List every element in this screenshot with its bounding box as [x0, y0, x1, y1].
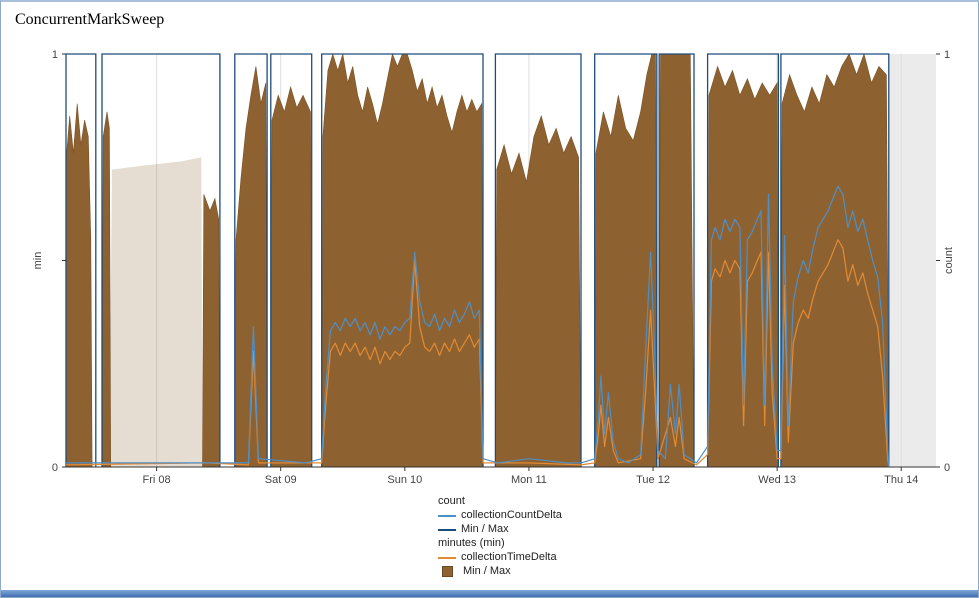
- svg-text:1: 1: [52, 49, 58, 61]
- collection-count-delta-line-icon: [438, 514, 456, 517]
- legend-item-collection-time-delta: collectionTimeDelta: [438, 551, 978, 564]
- legend-item-count-minmax: Min / Max: [438, 523, 978, 536]
- svg-text:Sun 10: Sun 10: [387, 474, 422, 486]
- legend: count collectionCountDelta Min / Max min…: [438, 495, 978, 578]
- svg-text:count: count: [943, 247, 955, 274]
- legend-group-minutes: minutes (min) collectionTimeDelta Min / …: [438, 537, 978, 578]
- count-minmax-line-icon: [438, 528, 456, 531]
- legend-item-label: Min / Max: [461, 523, 509, 535]
- svg-text:0: 0: [52, 462, 58, 474]
- chart-canvas[interactable]: Fri 08 Sat 09 Sun 10 Mon 11 Tue 12 Wed 13 Thu …: [1, 31, 979, 489]
- collection-time-delta-line-icon: [438, 556, 456, 559]
- svg-text:Wed 13: Wed 13: [758, 474, 796, 486]
- chart-title: ConcurrentMarkSweep: [15, 11, 165, 28]
- svg-text:Mon 11: Mon 11: [511, 474, 547, 486]
- time-minmax-box-icon: [442, 566, 453, 577]
- svg-text:Tue 12: Tue 12: [636, 474, 670, 486]
- svg-text:0: 0: [944, 462, 950, 474]
- svg-text:Fri 08: Fri 08: [143, 474, 171, 486]
- legend-item-collection-count-delta: collectionCountDelta: [438, 509, 978, 522]
- legend-item-time-minmax: Min / Max: [438, 565, 978, 578]
- legend-item-label: Min / Max: [463, 565, 511, 577]
- legend-group-count: count collectionCountDelta Min / Max: [438, 495, 978, 536]
- legend-group-count-title: count: [438, 495, 465, 507]
- window-bottom-edge: [1, 590, 978, 597]
- legend-group-minutes-title: minutes (min): [438, 537, 505, 549]
- svg-text:Sat 09: Sat 09: [265, 474, 297, 486]
- svg-text:Thu 14: Thu 14: [884, 474, 918, 486]
- legend-item-label: collectionCountDelta: [461, 509, 562, 521]
- svg-text:min: min: [32, 252, 44, 270]
- svg-text:1: 1: [944, 49, 950, 61]
- legend-item-label: collectionTimeDelta: [461, 551, 557, 563]
- chart-plot-area[interactable]: Fri 08 Sat 09 Sun 10 Mon 11 Tue 12 Wed 13 Thu …: [1, 31, 979, 489]
